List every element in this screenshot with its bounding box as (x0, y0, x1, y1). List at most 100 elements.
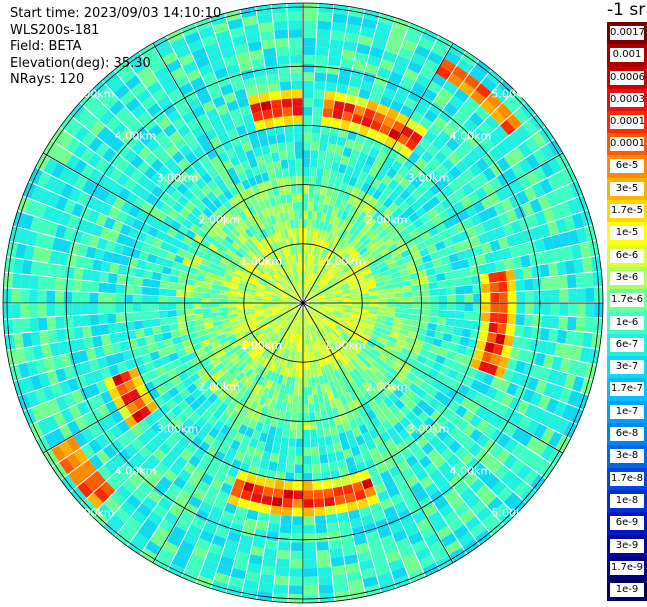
range-bin (309, 263, 314, 273)
colorbar-swatch: 6e-7 (607, 333, 647, 357)
range-bin (494, 226, 506, 239)
range-bin (150, 303, 159, 312)
range-bin (207, 228, 218, 239)
range-bin (109, 491, 126, 507)
range-bin (318, 194, 326, 205)
range-bin (429, 344, 441, 355)
range-bin (380, 534, 396, 547)
range-bin (458, 364, 471, 376)
range-bin (547, 220, 560, 236)
range-bin (107, 323, 118, 334)
range-bin (474, 370, 487, 383)
range-bin (294, 377, 300, 387)
range-bin (297, 403, 303, 413)
range-bin (239, 221, 249, 232)
range-bin (20, 274, 31, 289)
range-bin (158, 310, 169, 319)
range-bin (328, 417, 336, 428)
range-bin (541, 315, 551, 329)
range-bin (294, 219, 299, 229)
range-bin (387, 34, 404, 47)
range-bin (311, 211, 318, 221)
range-bin (88, 423, 103, 439)
range-bin (448, 517, 465, 533)
range-bin (258, 264, 267, 273)
range-bin (80, 303, 90, 315)
range-bin (305, 253, 308, 263)
colorbar-label: 3e-5 (610, 181, 644, 196)
range-bin (291, 533, 303, 543)
range-bin (361, 514, 375, 526)
range-bin (89, 281, 100, 293)
range-bin (299, 236, 303, 246)
range-bin (247, 347, 256, 357)
range-bin (292, 236, 297, 246)
range-bin (349, 390, 358, 401)
range-bin (388, 367, 399, 378)
range-bin (498, 281, 508, 293)
range-bin (310, 368, 315, 378)
range-bin (334, 144, 345, 156)
range-bin (150, 295, 159, 303)
range-bin (444, 50, 461, 66)
range-bin (323, 250, 330, 260)
range-bin (213, 124, 227, 136)
range-bin (289, 37, 303, 47)
range-bin (429, 170, 442, 183)
range-bin (521, 202, 535, 217)
range-bin (534, 210, 547, 226)
range-bin (307, 293, 315, 300)
range-bin (424, 219, 436, 231)
range-bin (395, 152, 408, 165)
range-bin (235, 250, 245, 259)
range-bin (317, 340, 324, 349)
range-bin (206, 331, 217, 340)
range-bin (323, 427, 332, 437)
range-bin (28, 289, 38, 303)
range-bin (263, 153, 273, 164)
colorbar-label: 1e-5 (610, 226, 644, 241)
range-bin (222, 277, 232, 284)
range-bin (282, 257, 289, 266)
range-bin (401, 125, 414, 139)
range-bin (478, 360, 490, 373)
range-bin (223, 406, 234, 417)
range-bin (339, 280, 348, 287)
range-bin (207, 393, 218, 404)
range-bin (405, 454, 419, 468)
range-bin (74, 464, 91, 481)
range-bin (255, 75, 268, 86)
range-bin (506, 113, 523, 130)
range-bin (398, 352, 409, 362)
range-bin (342, 311, 352, 316)
range-bin (253, 305, 263, 309)
range-bin (404, 30, 421, 45)
range-bin (338, 432, 348, 443)
range-bin (325, 82, 337, 92)
range-bin (477, 209, 490, 223)
range-bin (285, 132, 294, 143)
range-bin (197, 329, 207, 337)
range-bin (253, 300, 263, 303)
range-bin (320, 248, 327, 258)
range-bin (343, 232, 353, 243)
range-bin (289, 219, 295, 229)
range-bin (113, 396, 126, 410)
range-bin (297, 351, 301, 361)
range-bin (362, 192, 372, 204)
range-bin (252, 352, 262, 362)
range-bin (144, 440, 159, 454)
range-bin (377, 261, 388, 269)
range-bin (293, 291, 300, 299)
range-bin (202, 207, 213, 218)
range-bin (418, 137, 432, 151)
range-bin (73, 159, 88, 175)
range-bin (229, 155, 241, 167)
range-bin (443, 510, 460, 526)
range-bin (303, 279, 306, 289)
range-bin (236, 299, 246, 303)
range-bin (349, 318, 359, 324)
range-bin (138, 405, 152, 419)
range-bin (189, 223, 200, 234)
range-bin (177, 321, 188, 330)
